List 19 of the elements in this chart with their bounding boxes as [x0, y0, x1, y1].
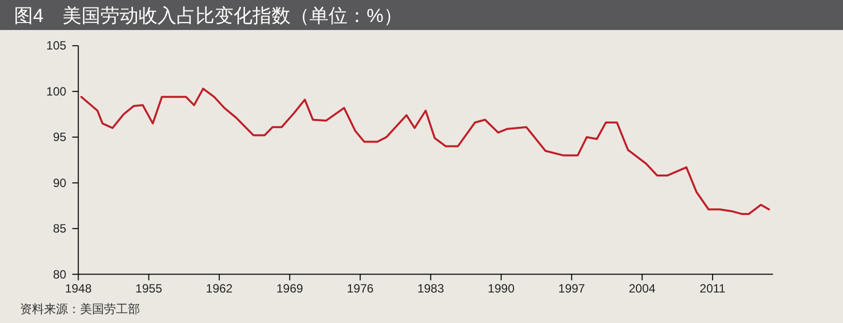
x-tick-label: 1969: [276, 281, 304, 296]
x-tick-label: 1997: [558, 281, 586, 296]
y-tick-label: 90: [52, 176, 67, 190]
x-tick-label: 1976: [346, 281, 374, 296]
x-tick-label: 2004: [628, 281, 656, 296]
x-tick-label: 1948: [64, 281, 92, 296]
line-series: [80, 88, 770, 215]
x-tick-label: 1955: [135, 281, 162, 296]
x-tick-label: 1990: [488, 281, 515, 296]
y-tick-label: 95: [52, 130, 67, 144]
y-tick-label: 100: [46, 84, 67, 98]
x-tick-label: 1983: [417, 281, 444, 296]
y-tick-label: 85: [52, 222, 67, 236]
x-tick-label: 1962: [206, 281, 233, 296]
chart-title: 图4 美国劳动收入占比变化指数（单位：%）: [14, 5, 402, 27]
y-tick-label: 80: [52, 267, 67, 282]
x-tick-label: 2011: [700, 281, 726, 296]
y-tick-label: 105: [46, 38, 67, 53]
text: 资料来源：美国劳工部: [20, 302, 140, 316]
